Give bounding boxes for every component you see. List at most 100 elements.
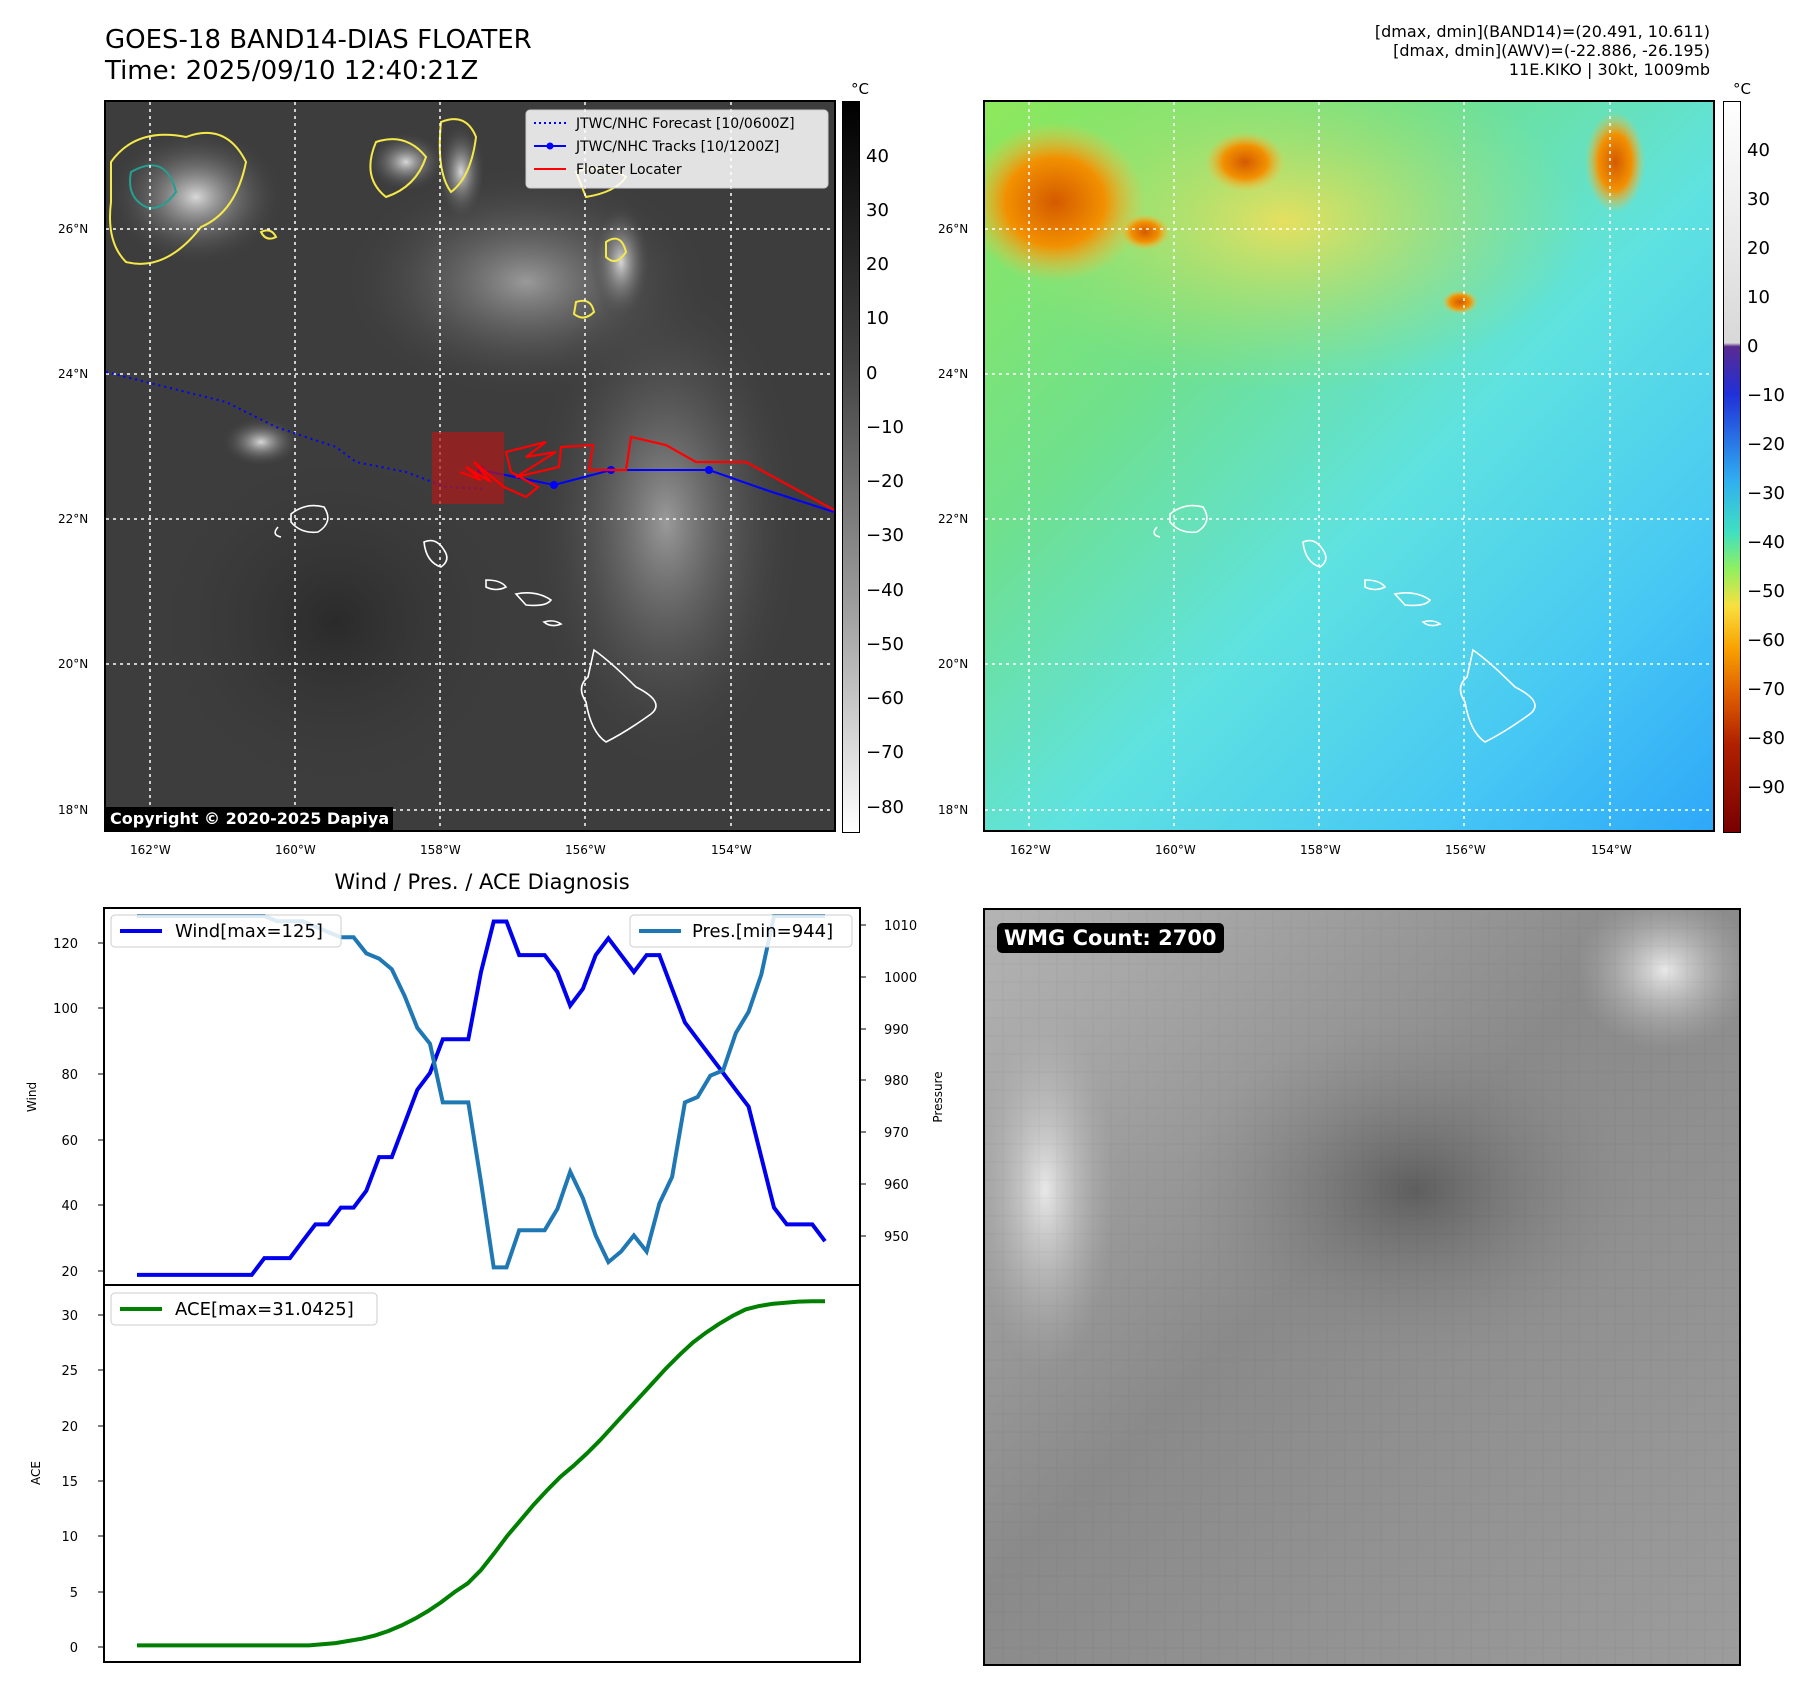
diagnosis-title: Wind / Pres. / ACE Diagnosis — [334, 870, 629, 894]
pressure-tick-label: 1010 — [884, 919, 917, 934]
wv-colorbar-tick: −90 — [1747, 777, 1785, 798]
wv-colorbar-tick: −50 — [1747, 581, 1785, 602]
pressure-legend — [629, 914, 853, 948]
wind-legend — [110, 914, 342, 948]
wind-axis-label: Wind — [25, 1082, 39, 1112]
cold-cloud — [591, 202, 651, 322]
legend-forecast-label: JTWC/NHC Forecast [10/0600Z] — [575, 116, 795, 132]
cold-contour — [369, 138, 428, 199]
cold-cloud — [106, 127, 286, 267]
wv-colorbar — [1723, 101, 1741, 833]
ir-coastlines — [274, 504, 657, 743]
ace-tick-label: 0 — [70, 1641, 78, 1656]
wv-lon-label: 154°W — [1591, 843, 1632, 857]
title-line-time: Time: 2025/09/10 12:40:21Z — [105, 56, 479, 86]
wind-tick-label: 60 — [61, 1134, 78, 1149]
legend-floater-label: Floater Locater — [576, 162, 682, 178]
ace-series-line — [137, 1299, 825, 1648]
cold-contour — [605, 237, 628, 262]
cold-cloud — [366, 132, 446, 192]
wv-lat-label: 24°N — [938, 367, 969, 381]
observed-track — [480, 469, 834, 513]
pressure-tick-label: 960 — [884, 1178, 909, 1193]
wind-tick-label: 40 — [61, 1199, 78, 1214]
wv-map-panel — [983, 100, 1715, 832]
ir-colorbar-tick: −10 — [866, 417, 904, 438]
wv-colorbar-tick: 30 — [1747, 189, 1770, 210]
awv-range: [dmax, dmin](AWV)=(-22.886, -26.195) — [1393, 41, 1710, 60]
ace-tick-label: 20 — [61, 1420, 78, 1435]
ace-tick-label: 5 — [70, 1586, 78, 1601]
wv-cold-cloud — [1585, 112, 1645, 212]
wind-tick-label: 120 — [53, 937, 78, 952]
wv-cold-cloud — [985, 122, 1145, 282]
wv-lat-label: 18°N — [938, 803, 969, 817]
pressure-axis-label: Pressure — [931, 1071, 945, 1122]
wv-colorbar-tick: 0 — [1747, 336, 1759, 357]
cloud-band — [526, 262, 806, 782]
wv-colorbar-tick: 10 — [1747, 287, 1770, 308]
wv-colorbar-tick: −10 — [1747, 385, 1785, 406]
wind-y-ticks: 120 100 80 60 40 20 — [53, 937, 104, 1280]
ace-tick-label: 30 — [61, 1309, 78, 1324]
ace-axes — [103, 1284, 861, 1663]
ace-legend — [110, 1292, 378, 1326]
ir-lat-label: 24°N — [58, 367, 89, 381]
ace-legend-label: ACE[max=31.0425] — [175, 1299, 354, 1320]
legend-track-marker — [546, 142, 554, 150]
ir-map-panel: JTWC/NHC Forecast [10/0600Z] JTWC/NHC Tr… — [104, 100, 836, 832]
wv-colorbar-tick: −40 — [1747, 532, 1785, 553]
wv-colorbar-tick: −60 — [1747, 630, 1785, 651]
pressure-tick-label: 980 — [884, 1074, 909, 1089]
pressure-tick-label: 950 — [884, 1230, 909, 1245]
wmg-count-badge: WMG Count: 2700 — [997, 923, 1224, 953]
ir-colorbar — [842, 101, 860, 833]
ir-colorbar-tick: 0 — [866, 363, 878, 384]
ir-map-image: JTWC/NHC Forecast [10/0600Z] JTWC/NHC Tr… — [106, 102, 834, 830]
wv-lon-label: 156°W — [1445, 843, 1486, 857]
ir-colorbar-tick: −80 — [866, 797, 904, 818]
floater-locater-path — [459, 435, 834, 511]
ir-lat-label: 26°N — [58, 222, 89, 236]
wv-gridlines — [985, 102, 1713, 830]
ir-colorbar-tick: −20 — [866, 471, 904, 492]
legend-track-label: JTWC/NHC Tracks [10/1200Z] — [575, 139, 779, 155]
cold-contour — [129, 164, 178, 209]
ir-lat-label: 18°N — [58, 803, 89, 817]
wind-series-line — [137, 919, 827, 1277]
ir-lon-label: 156°W — [565, 843, 606, 857]
ir-colorbar-tick: 40 — [866, 146, 889, 167]
pressure-tick-label: 1000 — [884, 971, 917, 986]
wv-lon-label: 158°W — [1300, 843, 1341, 857]
ir-lon-label: 158°W — [420, 843, 461, 857]
wind-tick-label: 100 — [53, 1002, 78, 1017]
cold-contour — [109, 132, 248, 265]
ace-tick-label: 10 — [61, 1530, 78, 1545]
storm-info: 11E.KIKO | 30kt, 1009mb — [1508, 60, 1710, 79]
cold-contour — [572, 299, 596, 319]
ir-colorbar-tick: −40 — [866, 580, 904, 601]
pressure-legend-label: Pres.[min=944] — [692, 921, 833, 942]
cold-cloud — [436, 122, 486, 222]
ace-tick-label: 15 — [61, 1475, 78, 1490]
wv-lat-label: 20°N — [938, 657, 969, 671]
wv-cold-cloud — [1205, 132, 1285, 192]
dry-area — [156, 452, 516, 792]
wmg-image — [985, 910, 1739, 1664]
cold-cloud — [221, 417, 301, 467]
wmg-pixel-grid — [985, 910, 1739, 1664]
ir-colorbar-unit: °C — [851, 80, 869, 98]
diagnosis-chart: Wind / Pres. / ACE Diagnosis 120 100 80 … — [25, 870, 945, 1663]
copyright-badge: Copyright © 2020-2025 Dapiya — [106, 807, 394, 830]
wv-colorbar-tick: −70 — [1747, 679, 1785, 700]
ir-colorbar-tick: −30 — [866, 525, 904, 546]
cold-contour — [259, 229, 278, 240]
ace-axis-label: ACE — [29, 1461, 43, 1485]
figure-title: GOES-18 BAND14-DIAS FLOATER Time: 2025/0… — [105, 25, 532, 87]
data-range-info: [dmax, dmin](BAND14)=(20.491, 10.611) [d… — [1375, 22, 1710, 79]
ir-lat-label: 22°N — [58, 512, 89, 526]
wv-colorbar-tick: −80 — [1747, 728, 1785, 749]
pressure-y-ticks: 1010 1000 990 980 970 960 950 — [860, 919, 917, 1245]
ir-colorbar-tick: 30 — [866, 200, 889, 221]
ir-colorbar-tick: −50 — [866, 634, 904, 655]
